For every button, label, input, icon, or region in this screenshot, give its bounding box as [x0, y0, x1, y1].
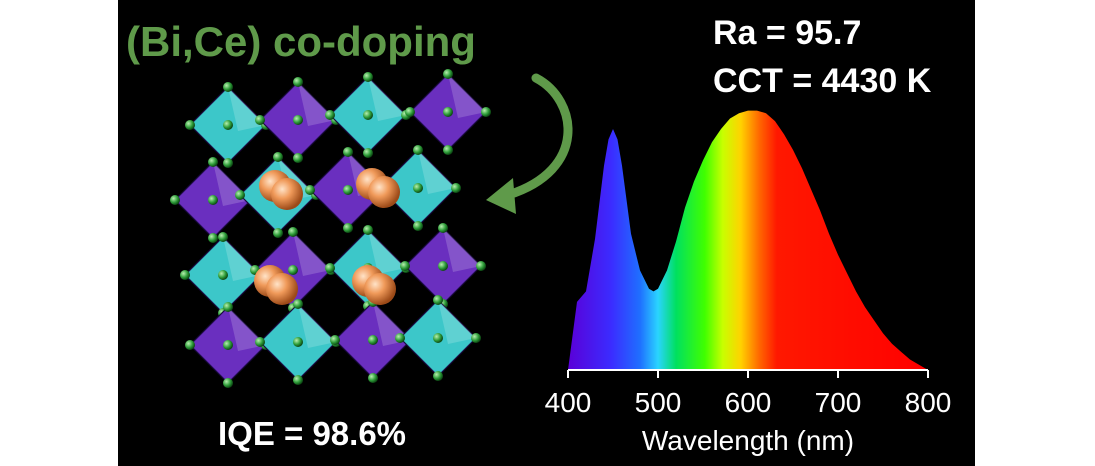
- anion-atom: [413, 221, 423, 231]
- center-atom: [438, 261, 448, 271]
- anion-atom: [293, 153, 303, 163]
- x-tick-label: 400: [545, 387, 592, 418]
- center-atom: [223, 340, 233, 350]
- iqe-value: IQE = 98.6%: [218, 415, 407, 452]
- anion-atom: [223, 378, 233, 388]
- anion-atom: [471, 333, 481, 343]
- octahedron-highlight: [418, 150, 456, 194]
- anion-atom: [218, 232, 228, 242]
- anion-atom: [255, 337, 265, 347]
- center-atom: [433, 333, 443, 343]
- anion-atom: [330, 335, 340, 345]
- anion-atom: [433, 295, 443, 305]
- emission-spectrum-chart: 400 500 600 700 800 Wavelength (nm): [545, 110, 952, 456]
- anion-atom: [325, 110, 335, 120]
- anion-atom: [363, 225, 373, 235]
- anion-atom: [368, 373, 378, 383]
- anion-atom: [343, 147, 353, 157]
- anion-atom: [208, 233, 218, 243]
- ra-value: Ra = 95.7: [713, 14, 862, 52]
- center-atom: [223, 120, 233, 130]
- octahedron-highlight: [368, 230, 406, 274]
- center-atom: [368, 335, 378, 345]
- anion-atom: [325, 263, 335, 273]
- dopant-sphere: [364, 273, 396, 305]
- octahedron-highlight: [293, 232, 331, 276]
- x-axis-title: Wavelength (nm): [642, 425, 854, 456]
- x-tick-label: 600: [725, 387, 772, 418]
- anion-atom: [443, 145, 453, 155]
- anion-atom: [273, 228, 283, 238]
- anion-atom: [433, 371, 443, 381]
- perovskite-crystal-structure: [170, 69, 491, 388]
- x-tick-label: 500: [635, 387, 682, 418]
- anion-atom: [170, 195, 180, 205]
- anion-atom: [288, 227, 298, 237]
- anion-atom: [363, 72, 373, 82]
- anion-atom: [223, 158, 233, 168]
- anion-atom: [443, 69, 453, 79]
- anion-atom: [180, 270, 190, 280]
- anion-atom: [273, 152, 283, 162]
- spectrum-area: [568, 110, 928, 370]
- anion-atom: [343, 223, 353, 233]
- figure-canvas: 400 500 600 700 800 Wavelength (nm): [170, 69, 952, 456]
- cct-value: CCT = 4430 K: [713, 62, 932, 100]
- anion-atom: [481, 107, 491, 117]
- anion-atom: [400, 261, 410, 271]
- anion-atom: [293, 77, 303, 87]
- center-atom: [363, 110, 373, 120]
- dopant-sphere: [271, 178, 303, 210]
- anion-atom: [223, 302, 233, 312]
- center-atom: [218, 270, 228, 280]
- center-atom: [293, 337, 303, 347]
- center-atom: [208, 195, 218, 205]
- anion-atom: [305, 185, 315, 195]
- octahedron-highlight: [368, 77, 406, 121]
- center-atom: [443, 107, 453, 117]
- anion-atom: [208, 157, 218, 167]
- x-tick-label: 700: [815, 387, 862, 418]
- anion-atom: [185, 120, 195, 130]
- anion-atom: [363, 148, 373, 158]
- anion-atom: [438, 223, 448, 233]
- octahedron-highlight: [448, 74, 486, 118]
- octahedron-highlight: [298, 304, 336, 348]
- dopant-sphere: [368, 176, 400, 208]
- anion-atom: [405, 107, 415, 117]
- octahedron-highlight: [438, 300, 476, 344]
- co-doping-title: (Bi,Ce) co-doping: [126, 18, 476, 65]
- center-atom: [288, 265, 298, 275]
- center-atom: [343, 185, 353, 195]
- graphical-abstract-panel: (Bi,Ce) co-doping Ra = 95.7 CCT = 4430 K…: [118, 0, 975, 466]
- center-atom: [293, 115, 303, 125]
- dopant-sphere: [266, 273, 298, 305]
- anion-atom: [395, 333, 405, 343]
- anion-atom: [255, 115, 265, 125]
- anion-atom: [223, 82, 233, 92]
- anion-atom: [293, 299, 303, 309]
- curved-arrow: [486, 73, 573, 214]
- anion-atom: [293, 375, 303, 385]
- x-tick-label: 800: [905, 387, 952, 418]
- anion-atom: [413, 145, 423, 155]
- anion-atom: [476, 261, 486, 271]
- octahedron-highlight: [443, 228, 481, 272]
- anion-atom: [235, 190, 245, 200]
- anion-atom: [451, 183, 461, 193]
- anion-atom: [185, 340, 195, 350]
- center-atom: [413, 183, 423, 193]
